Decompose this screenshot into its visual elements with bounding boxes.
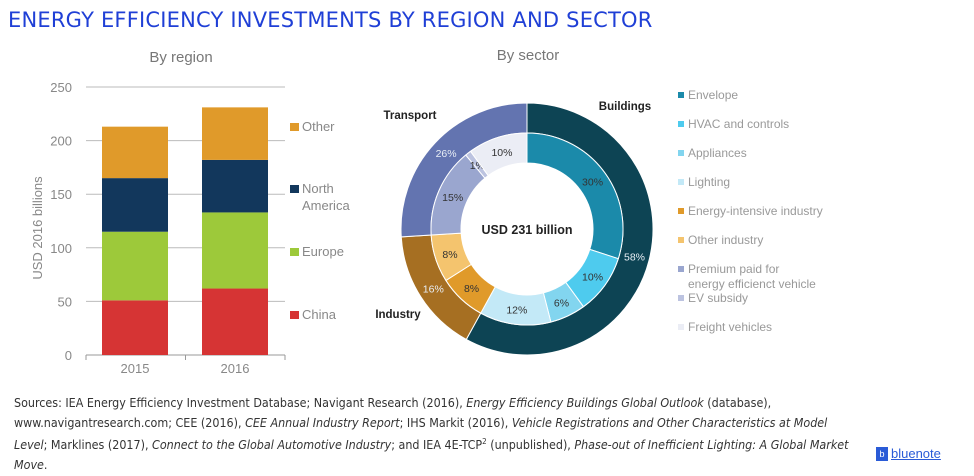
legend-swatch (678, 179, 684, 185)
outer-data-label: 26% (436, 148, 457, 160)
source-segment: . (43, 456, 48, 472)
legend-swatch (290, 123, 299, 131)
pie-chart-title: By sector (497, 47, 560, 64)
legend-label: America (302, 198, 350, 213)
inner-data-label: 8% (442, 249, 457, 261)
inner-data-label: 8% (464, 283, 479, 295)
legend-label: North (302, 181, 334, 196)
inner-slice-freight-vehicles (469, 132, 528, 177)
legend-swatch (290, 311, 299, 319)
chart-canvas: By region 0 50 100 150 200 250 USD 2016 billion… (30, 47, 823, 376)
source-segment: 2 (482, 437, 487, 446)
inner-data-label: 6% (554, 297, 569, 309)
legend-swatch (678, 295, 684, 301)
legend-label: China (302, 307, 337, 322)
sector-category-label: Transport (383, 110, 436, 122)
y-tick-label: 0 (65, 348, 72, 363)
legend-label: Premium paid for (688, 262, 779, 276)
legend-swatch (678, 266, 684, 272)
sector-category-label: Industry (375, 309, 421, 321)
bar-other-2016 (202, 107, 268, 160)
legend-label: Lighting (688, 175, 730, 189)
bar-europe-2016 (202, 212, 268, 289)
source-segment: Connect to the Global Automotive Industr… (152, 437, 392, 453)
bar-other-2015 (102, 126, 168, 179)
inner-data-label: 30% (582, 176, 603, 188)
y-tick-label: 200 (50, 134, 72, 149)
source-segment: ; and IEA 4E-TCP (391, 437, 483, 453)
source-segment: Energy Efficiency Buildings Global Outlo… (466, 395, 704, 410)
source-segment: CEE Annual Industry Report (245, 414, 400, 430)
inner-data-label: 12% (506, 304, 527, 316)
source-segment: (unpublished), (486, 437, 575, 453)
logo-icon: b (876, 446, 888, 461)
donut-center-label: USD 231 billion (482, 223, 573, 237)
legend-label: Other industry (688, 233, 763, 247)
sources-note: Sources: IEA Energy Efficiency Investmen… (14, 393, 854, 474)
x-tick-label: 2016 (221, 361, 250, 376)
source-segment: Vehicle Registrations and Other Characte… (14, 414, 828, 453)
legend-swatch (678, 208, 684, 214)
legend-label: Energy-intensive industry (688, 204, 823, 218)
outer-data-label: 58% (624, 252, 645, 264)
y-tick-label: 250 (50, 80, 72, 95)
legend-label: Freight vehicles (688, 320, 772, 334)
legend-swatch (290, 185, 299, 193)
bar-north-america-2015 (102, 178, 168, 232)
outer-data-label: 16% (423, 283, 444, 295)
logo-text: bluenote (891, 446, 941, 461)
x-tick-label: 2015 (121, 361, 150, 376)
legend-swatch (678, 237, 684, 243)
y-axis-label: USD 2016 billions (30, 176, 45, 280)
legend-swatch (678, 92, 684, 98)
bar-north-america-2016 (202, 159, 268, 213)
legend-swatch (678, 324, 684, 330)
y-tick-label: 100 (50, 241, 72, 256)
bar-china-2015 (102, 300, 168, 355)
source-segment: Phase-out of Inefficient Lighting: A Glo… (14, 437, 849, 472)
bluenote-logo[interactable]: b bluenote (876, 446, 941, 461)
inner-data-label: 10% (582, 272, 603, 284)
inner-data-label: 15% (442, 192, 463, 204)
source-segment: (database), www.navigantresearch.com; CE… (14, 395, 772, 430)
legend-label: Envelope (688, 88, 738, 102)
legend-swatch (290, 248, 299, 256)
legend-label: energy efficienct vehicle (688, 277, 816, 291)
y-tick-label: 50 (58, 294, 72, 309)
legend-label: HVAC and controls (688, 117, 789, 131)
page-title: ENERGY EFFICIENCY INVESTMENTS BY REGION … (8, 8, 653, 32)
legend-label: Europe (302, 244, 344, 259)
inner-data-label: 10% (491, 147, 512, 159)
source-segment: ; Marklines (2017), (43, 437, 153, 453)
source-segment: ; IHS Markit (2016), (399, 414, 512, 430)
legend-swatch (678, 121, 684, 127)
bar-china-2016 (202, 288, 268, 355)
legend-label: EV subsidy (688, 291, 748, 305)
source-segment: Sources: IEA Energy Efficiency Investmen… (14, 395, 467, 410)
legend-swatch (678, 150, 684, 156)
sector-category-label: Buildings (599, 101, 651, 113)
legend-label: Appliances (688, 146, 747, 160)
legend-label: Other (302, 119, 335, 134)
bar-chart-title: By region (149, 49, 212, 66)
y-tick-label: 150 (50, 187, 72, 202)
bar-europe-2015 (102, 231, 168, 301)
